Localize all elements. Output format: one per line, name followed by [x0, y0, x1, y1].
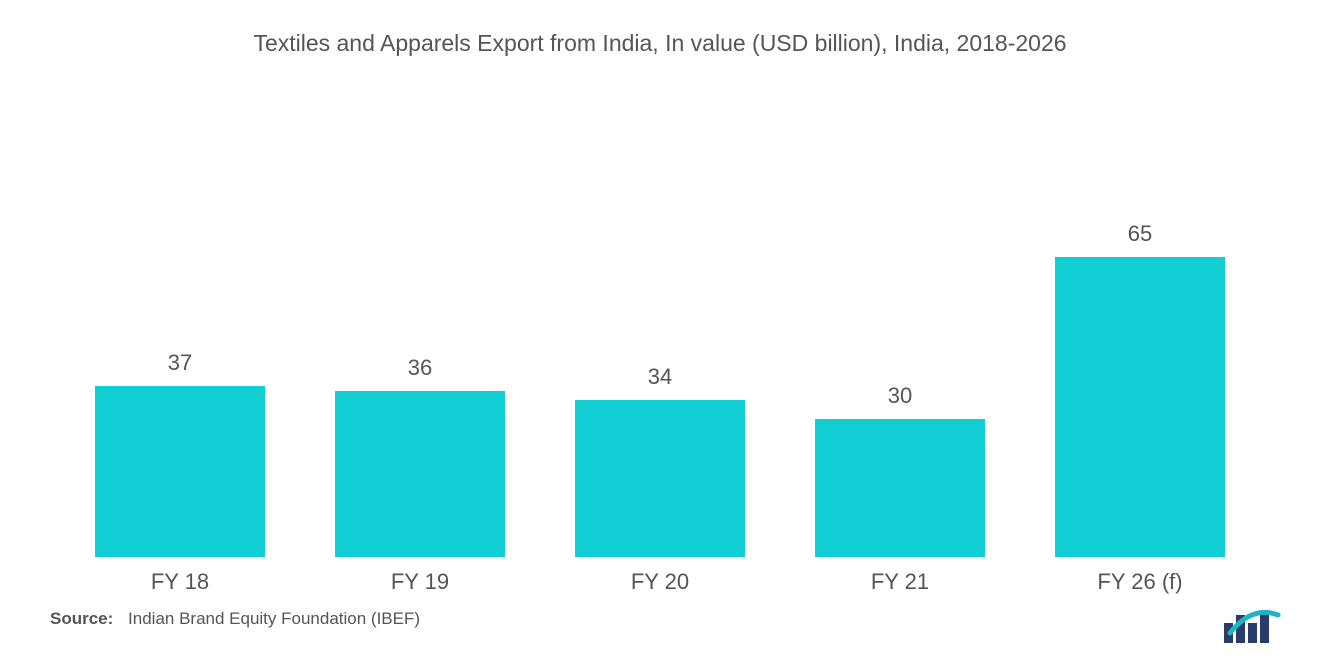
- brand-logo-icon: [1222, 609, 1282, 643]
- source-text: Indian Brand Equity Foundation (IBEF): [128, 609, 420, 628]
- bar-group: 36: [335, 355, 505, 557]
- bar-value-label: 34: [648, 364, 672, 390]
- source-line: Source: Indian Brand Equity Foundation (…: [50, 609, 420, 629]
- source-label: Source:: [50, 609, 113, 628]
- bar: [1055, 257, 1225, 557]
- chart-title: Textiles and Apparels Export from India,…: [50, 30, 1270, 57]
- bar-group: 37: [95, 350, 265, 557]
- x-axis-label: FY 19: [335, 569, 505, 595]
- bar-value-label: 65: [1128, 221, 1152, 247]
- x-axis-label: FY 26 (f): [1055, 569, 1225, 595]
- bar: [335, 391, 505, 557]
- bar-group: 30: [815, 383, 985, 557]
- x-axis-label: FY 20: [575, 569, 745, 595]
- bar-value-label: 36: [408, 355, 432, 381]
- plot-area: 37 36 34 30 65: [50, 97, 1270, 557]
- chart-container: Textiles and Apparels Export from India,…: [0, 0, 1320, 665]
- bar-group: 65: [1055, 221, 1225, 557]
- x-axis-labels: FY 18 FY 19 FY 20 FY 21 FY 26 (f): [50, 569, 1270, 595]
- bar-value-label: 30: [888, 383, 912, 409]
- bar-value-label: 37: [168, 350, 192, 376]
- x-axis-label: FY 18: [95, 569, 265, 595]
- bar: [95, 386, 265, 557]
- x-axis-label: FY 21: [815, 569, 985, 595]
- bar: [575, 400, 745, 557]
- bar-group: 34: [575, 364, 745, 557]
- bar: [815, 419, 985, 557]
